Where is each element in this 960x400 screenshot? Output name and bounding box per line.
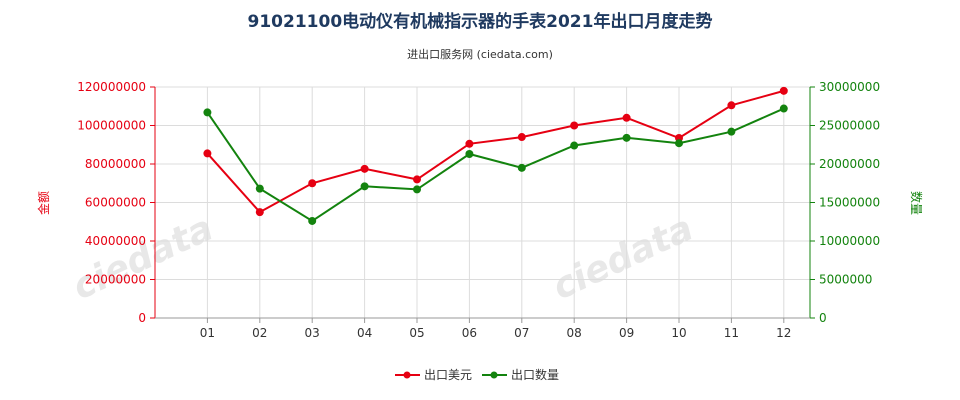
series-qty: [203, 104, 788, 225]
y-left-tick-label: 40000000: [85, 234, 146, 248]
grid: [155, 86, 810, 319]
data-point[interactable]: [413, 185, 421, 194]
data-point[interactable]: [465, 139, 474, 148]
y-axis-left-label: 金额: [36, 191, 51, 215]
x-tick-label: 07: [514, 326, 529, 340]
x-tick-label: 05: [409, 326, 424, 340]
data-point[interactable]: [779, 86, 788, 95]
x-tick-label: 04: [357, 326, 372, 340]
data-point[interactable]: [203, 108, 212, 117]
x-tick-label: 09: [619, 326, 634, 340]
x-tick-label: 02: [252, 326, 267, 340]
legend-marker-usd: [403, 371, 411, 379]
watermark: ciedata: [66, 208, 219, 308]
legend: 出口美元 出口数量: [395, 367, 559, 382]
data-point[interactable]: [570, 141, 579, 150]
y-left-tick-label: 20000000: [85, 273, 146, 287]
chart-title: 91021100电动仪有机械指示器的手表2021年出口月度走势: [248, 11, 713, 32]
data-point[interactable]: [203, 149, 212, 158]
y-right-tick-label: 25000000: [819, 119, 880, 133]
y-left-tick-label: 100000000: [77, 119, 146, 133]
chart-subtitle: 进出口服务网 (ciedata.com): [407, 47, 553, 61]
data-point[interactable]: [413, 175, 421, 184]
data-point[interactable]: [308, 216, 317, 225]
data-point[interactable]: [517, 133, 526, 142]
x-tick-label: 10: [671, 326, 686, 340]
legend-item-qty[interactable]: 出口数量: [482, 367, 559, 382]
legend-label-qty: 出口数量: [511, 367, 559, 382]
x-tick-label: 12: [776, 326, 791, 340]
data-point[interactable]: [360, 182, 369, 191]
series-usd: [203, 86, 788, 217]
y-left-tick-label: 120000000: [77, 80, 146, 94]
series-line: [206, 89, 785, 214]
y-right-tick-label: 30000000: [819, 80, 880, 94]
y-right-tick-label: 15000000: [819, 196, 880, 210]
series-layer: [203, 86, 788, 225]
y-right-tick-label: 10000000: [819, 234, 880, 248]
x-tick-label: 06: [462, 326, 477, 340]
data-point[interactable]: [255, 184, 264, 193]
y-right-tick-label: 5000000: [819, 273, 872, 287]
series-line: [206, 107, 785, 223]
x-tick-label: 11: [724, 326, 739, 340]
legend-label-usd: 出口美元: [424, 368, 472, 382]
y-left-tick-label: 80000000: [85, 157, 146, 171]
data-point[interactable]: [255, 208, 264, 217]
legend-marker-qty: [490, 371, 498, 379]
y-axis-right-ticks: 0 5000000 10000000 15000000 20000000 25000000…: [810, 80, 880, 325]
x-tick-label: 01: [200, 326, 215, 340]
legend-item-usd[interactable]: 出口美元: [395, 368, 472, 382]
data-point[interactable]: [727, 101, 736, 110]
data-point[interactable]: [360, 164, 369, 173]
data-point[interactable]: [622, 133, 631, 142]
data-point[interactable]: [779, 104, 788, 113]
x-tick-label: 03: [305, 326, 320, 340]
x-tick-label: 08: [567, 326, 582, 340]
y-left-tick-label: 60000000: [85, 196, 146, 210]
data-point[interactable]: [675, 139, 683, 148]
y-left-tick-label: 0: [138, 311, 146, 325]
data-point[interactable]: [465, 149, 474, 158]
data-point[interactable]: [570, 121, 579, 130]
data-point[interactable]: [727, 127, 736, 136]
x-axis-ticks: 01 02 03 04 05 06 07 08 09 10 11 12: [200, 318, 791, 340]
data-point[interactable]: [622, 113, 631, 122]
data-point[interactable]: [517, 163, 526, 172]
data-point[interactable]: [308, 179, 317, 188]
y-right-tick-label: 20000000: [819, 157, 880, 171]
y-axis-right-label: 数量: [909, 191, 924, 215]
y-axis-left-ticks: 0 20000000 40000000 60000000 80000000 1000000…: [77, 80, 155, 325]
y-right-tick-label: 0: [819, 311, 827, 325]
watermark: ciedata: [546, 208, 699, 308]
